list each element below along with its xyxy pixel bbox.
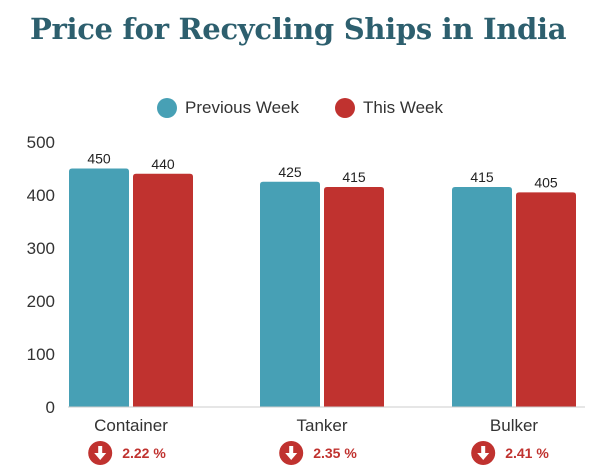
y-tick-label-200: 200	[27, 292, 55, 311]
legend-swatch-previous-week	[156, 98, 177, 118]
change-tanker: 2.35 %	[279, 440, 357, 466]
y-tick-label-300: 300	[27, 239, 55, 258]
change-text-container: 2.22 %	[122, 445, 166, 461]
bar-bulker-previous-week	[452, 187, 512, 407]
y-tick-label-100: 100	[27, 345, 55, 364]
bar-container-previous-week	[69, 168, 129, 407]
legend-item-this-week: This Week	[335, 98, 443, 118]
legend-label-previous-week: Previous Week	[184, 98, 299, 117]
arrow-down-icon	[471, 441, 496, 465]
change-bulker: 2.41 %	[471, 440, 549, 466]
value-label-bulker-this-week: 405	[534, 174, 558, 190]
value-label-container-this-week: 440	[151, 156, 175, 172]
legend-label-this-week: This Week	[363, 98, 443, 117]
bar-bulker-this-week	[516, 192, 576, 407]
change-text-bulker: 2.41 %	[505, 445, 549, 461]
x-tick-label-tanker: Tanker	[296, 416, 347, 435]
value-label-container-previous-week: 450	[87, 151, 111, 167]
y-tick-label-400: 400	[27, 186, 55, 205]
x-tick-label-container: Container	[94, 416, 168, 435]
y-tick-label-0: 0	[46, 398, 55, 417]
value-label-tanker-previous-week: 425	[278, 164, 302, 180]
bar-tanker-this-week	[324, 187, 384, 407]
change-text-tanker: 2.35 %	[313, 445, 357, 461]
chart-legend: Previous Week This Week	[0, 95, 600, 121]
arrow-down-icon	[279, 441, 304, 465]
chart-title: Price for Recycling Ships in India	[30, 12, 567, 46]
legend-item-previous-week: Previous Week	[156, 98, 299, 118]
x-tick-label-bulker: Bulker	[490, 416, 539, 435]
value-label-tanker-this-week: 415	[342, 169, 366, 185]
value-label-bulker-previous-week: 415	[470, 169, 494, 185]
bar-container-this-week	[133, 173, 193, 407]
change-container: 2.22 %	[88, 440, 166, 466]
y-tick-label-500: 500	[27, 133, 55, 152]
bar-tanker-previous-week	[260, 181, 320, 407]
arrow-down-icon	[88, 441, 113, 465]
legend-swatch-this-week	[335, 98, 355, 118]
